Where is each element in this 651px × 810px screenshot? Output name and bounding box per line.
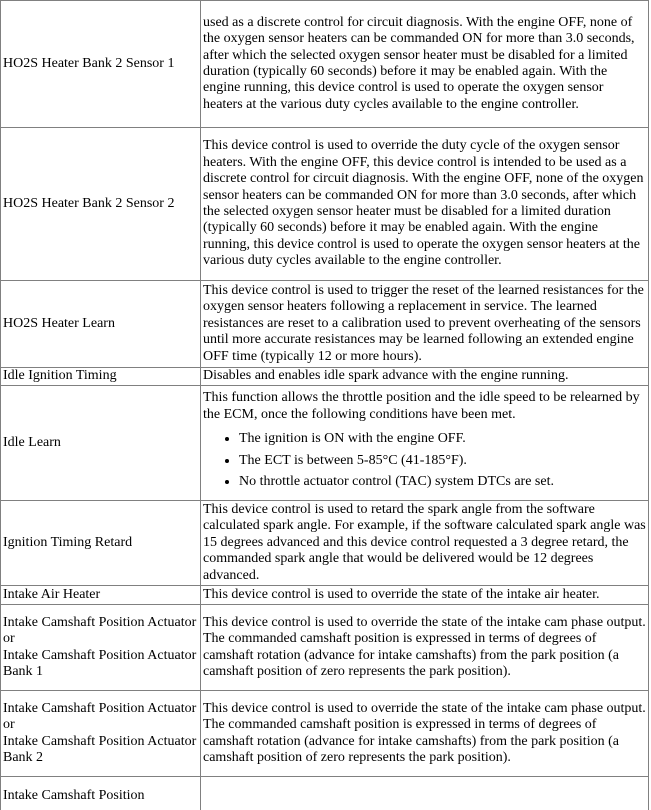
description-text: This device control is used to override … [203, 700, 646, 765]
table-row: Intake Air Heater This device control is … [0, 585, 649, 605]
table-row: Intake Camshaft Position Actuator or Intak… [0, 604, 649, 691]
description-text: This device control is used to override … [203, 614, 646, 679]
table-row: HO2S Heater Learn This device control is … [0, 280, 649, 368]
label-line: Intake Camshaft Position Actuator Bank 2 [3, 733, 197, 765]
table-row: Idle Learn This function allows the throt… [0, 385, 649, 501]
table-row: HO2S Heater Bank 2 Sensor 2 This device c… [0, 127, 649, 281]
label-line: Idle Learn [3, 434, 61, 450]
label-cell: Intake Air Heater [0, 585, 201, 605]
description-text: Disables and enables idle spark advance … [203, 368, 569, 384]
label-line: HO2S Heater Learn [3, 315, 115, 331]
description-cell: This device control is used to override … [200, 690, 649, 777]
description-cell: used as a discrete control for circuit d… [200, 0, 649, 128]
label-cell: HO2S Heater Bank 2 Sensor 2 [0, 127, 201, 281]
label-line: Intake Camshaft Position [3, 788, 145, 804]
label-line: Intake Air Heater [3, 586, 101, 602]
label-line: HO2S Heater Bank 2 Sensor 1 [3, 55, 175, 71]
description-text: This device control is used to trigger t… [203, 282, 644, 364]
description-cell: This function allows the throttle positi… [200, 385, 649, 501]
description-text: used as a discrete control for circuit d… [203, 14, 635, 112]
bullet-item: The ignition is ON with the engine OFF. [239, 431, 646, 447]
description-cell: Disables and enables idle spark advance … [200, 367, 649, 386]
description-text: This device control is used to override … [203, 586, 600, 602]
description-cell: This device control is used to override … [200, 604, 649, 691]
bullet-item: The ECT is between 5-85°C (41-185°F). [239, 453, 646, 469]
description-cell: This device control is used to override … [200, 585, 649, 605]
table-row: HO2S Heater Bank 2 Sensor 1 used as a dis… [0, 0, 649, 128]
label-cell: Ignition Timing Retard [0, 500, 201, 586]
label-line: Intake Camshaft Position Actuator [3, 614, 197, 630]
description-text: This device control is used to retard th… [203, 501, 646, 583]
label-cell: HO2S Heater Bank 2 Sensor 1 [0, 0, 201, 128]
label-cell: Idle Learn [0, 385, 201, 501]
description-text: This function allows the throttle positi… [203, 390, 640, 422]
table-row: Intake Camshaft Position Actuator or Intak… [0, 690, 649, 777]
label-line: Intake Camshaft Position Actuator [3, 700, 197, 716]
description-cell: This device control is used to retard th… [200, 500, 649, 586]
label-cell: Intake Camshaft Position [0, 776, 201, 810]
label-line: Intake Camshaft Position Actuator Bank 1 [3, 647, 197, 679]
description-cell: This device control is used to override … [200, 127, 649, 281]
label-cell: Idle Ignition Timing [0, 367, 201, 386]
bullet-list: The ignition is ON with the engine OFF. T… [203, 431, 646, 490]
description-text: This device control is used to override … [203, 138, 644, 269]
table-row: Idle Ignition Timing Disables and enables… [0, 367, 649, 386]
label-line: or [3, 717, 15, 733]
label-line: Idle Ignition Timing [3, 368, 117, 384]
table-row: Intake Camshaft Position [0, 776, 649, 810]
label-cell: HO2S Heater Learn [0, 280, 201, 368]
description-cell [200, 776, 649, 810]
label-cell: Intake Camshaft Position Actuator or Intak… [0, 690, 201, 777]
label-line: Ignition Timing Retard [3, 534, 133, 550]
description-cell: This device control is used to trigger t… [200, 280, 649, 368]
bullet-item: No throttle actuator control (TAC) syste… [239, 474, 646, 490]
label-line: or [3, 631, 15, 647]
label-cell: Intake Camshaft Position Actuator or Intak… [0, 604, 201, 691]
label-line: HO2S Heater Bank 2 Sensor 2 [3, 195, 175, 211]
table-row: Ignition Timing Retard This device contro… [0, 500, 649, 586]
